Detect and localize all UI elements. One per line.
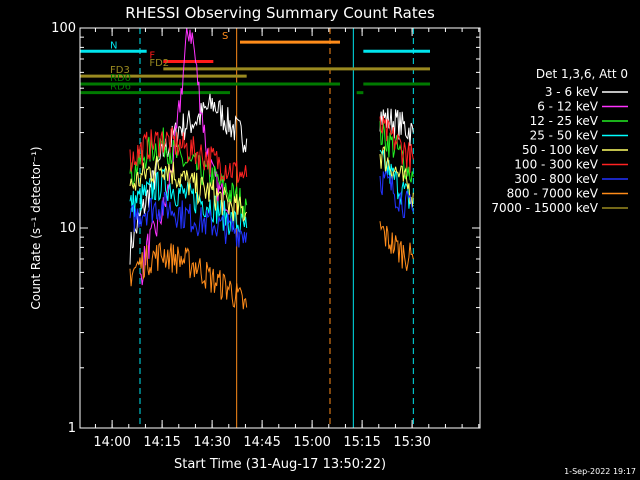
x-tick-label-2: 14:15 [143, 435, 180, 450]
series-line-6-seg-1 [129, 126, 248, 183]
series-line-1-seg-2 [379, 108, 414, 146]
legend-label-2: 6 - 12 keV [537, 100, 599, 114]
series-line-8-seg-2 [379, 221, 414, 271]
flag-label-s: S [222, 31, 228, 42]
flag-label-rd0: RD0 [110, 73, 131, 84]
y-tick-label-1: 1 [68, 421, 76, 436]
series-line-7-seg-1 [129, 191, 248, 248]
legend-title: Det 1,3,6, Att 0 [536, 67, 628, 81]
x-tick-label-1: 14:00 [93, 435, 130, 450]
series-line-2-seg-1 [139, 27, 231, 286]
legend-label-6: 100 - 300 keV [514, 158, 598, 172]
legend-label-7: 300 - 800 keV [514, 172, 598, 186]
series-line-7-seg-2 [379, 170, 414, 218]
series-line-1-seg-1 [129, 93, 248, 265]
x-tick-label-4: 14:45 [243, 435, 280, 450]
legend-label-5: 50 - 100 keV [522, 143, 599, 157]
series-line-5-seg-1 [129, 155, 248, 224]
series-line-8-seg-1 [129, 241, 248, 310]
y-axis-label: Count Rate (s⁻¹ detector⁻¹) [29, 146, 43, 309]
legend-label-4: 25 - 50 keV [530, 129, 599, 143]
x-axis-label: Start Time (31-Aug-17 13:50:22) [174, 457, 386, 472]
chart-title: RHESSI Observing Summary Count Rates [125, 4, 435, 22]
series-line-6-seg-2 [379, 116, 414, 173]
x-tick-label-6: 15:15 [343, 435, 380, 450]
legend-label-9: 7000 - 15000 keV [491, 201, 598, 215]
x-tick-label-5: 15:00 [293, 435, 330, 450]
legend-label-3: 12 - 25 keV [530, 114, 599, 128]
flag-label-fd2: FD2 [149, 58, 169, 69]
y-tick-label-3: 100 [51, 21, 76, 36]
series-line-3-seg-2 [379, 120, 414, 183]
legend-label-1: 3 - 6 keV [545, 85, 599, 99]
legend-label-8: 800 - 7000 keV [507, 187, 599, 201]
x-tick-label-3: 14:30 [193, 435, 230, 450]
y-tick-label-2: 10 [59, 221, 76, 236]
flag-label-rd6: RD6 [110, 82, 131, 93]
x-tick-label-7: 15:30 [393, 435, 430, 450]
flag-label-f: F [149, 50, 155, 61]
flag-label-fd3: FD3 [110, 65, 130, 76]
timestamp: 1-Sep-2022 19:17 [564, 467, 636, 476]
series-line-3-seg-1 [129, 127, 248, 221]
flag-label-n: N [110, 40, 117, 51]
